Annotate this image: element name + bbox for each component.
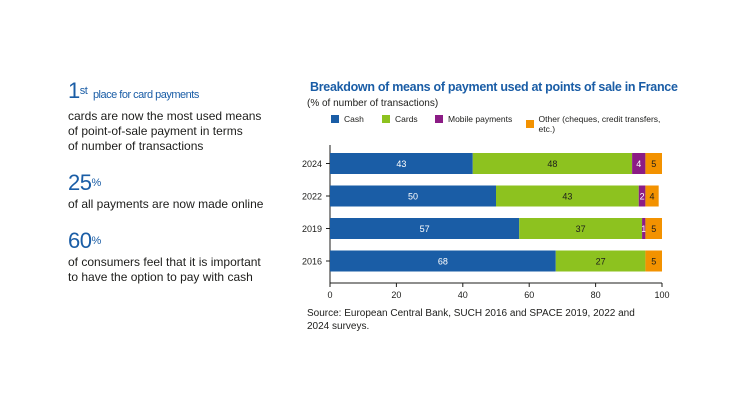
data-label: 1	[641, 224, 646, 234]
x-tick-label: 100	[654, 290, 669, 300]
bar-segment	[555, 250, 646, 272]
bar-segment	[519, 218, 643, 239]
stat-value: 60	[68, 228, 92, 253]
x-tick-label: 20	[391, 290, 401, 300]
stat-inline-text: place for card payments	[92, 89, 199, 101]
y-tick-label: 2022	[302, 192, 322, 202]
legend-label: Other (cheques, credit transfers, etc.)	[538, 114, 661, 134]
chart-legend: Cash Cards Mobile payments Other (cheque…	[331, 114, 671, 134]
legend-swatch	[382, 115, 390, 123]
bar-segment	[330, 218, 520, 239]
chart-subtitle: (% of number of transactions)	[307, 98, 439, 109]
data-label: 4	[650, 192, 655, 202]
legend-item-cards: Cards	[382, 114, 418, 124]
bar-segment	[645, 250, 662, 272]
x-tick-label: 80	[591, 290, 601, 300]
stat-description: of consumers feel that it is important t…	[68, 255, 261, 284]
stat-cash-option: 60% of consumers feel that it is importa…	[68, 230, 298, 285]
legend-item-other: Other (cheques, credit transfers, etc.)	[526, 114, 671, 134]
legend-label: Mobile payments	[448, 114, 513, 124]
data-label: 50	[408, 192, 418, 202]
data-label: 27	[596, 257, 606, 267]
bar-segment	[645, 153, 662, 174]
data-label: 43	[396, 159, 406, 169]
stat-sup: %	[91, 177, 101, 189]
bar-segment	[642, 218, 646, 239]
bar-segment	[496, 185, 639, 207]
bar-segment	[330, 153, 473, 174]
data-label: 37	[576, 224, 586, 234]
stat-online-payments: 25% of all payments are now made online	[68, 172, 298, 212]
data-label: 2	[640, 192, 645, 202]
legend-item-cash: Cash	[331, 114, 364, 124]
chart-title: Breakdown of means of payment used at po…	[310, 80, 678, 94]
data-label: 4	[636, 159, 641, 169]
bar-segment	[645, 218, 662, 239]
bar-segment	[638, 185, 646, 207]
stat-value: 25	[68, 170, 92, 195]
bar-segment	[632, 153, 646, 174]
bar-segment	[330, 185, 496, 207]
data-label: 43	[562, 192, 572, 202]
data-label: 5	[651, 257, 656, 267]
data-label: 68	[438, 257, 448, 267]
stat-card-payments: 1st place for card payments cards are no…	[68, 80, 298, 154]
legend-swatch	[526, 120, 534, 128]
stat-sup: %	[91, 235, 101, 247]
x-tick-label: 60	[524, 290, 534, 300]
y-tick-label: 2019	[302, 224, 322, 234]
stat-value: 1	[68, 78, 80, 103]
chart-source: Source: European Central Bank, SUCH 2016…	[307, 308, 635, 332]
bar-segment	[330, 250, 556, 272]
data-label: 48	[547, 159, 557, 169]
bar-segment	[645, 185, 659, 207]
y-tick-label: 2016	[302, 257, 322, 267]
data-label: 57	[420, 224, 430, 234]
legend-item-mobile: Mobile payments	[435, 114, 512, 124]
x-tick-label: 0	[327, 290, 332, 300]
data-label: 5	[651, 159, 656, 169]
y-tick-label: 2024	[302, 159, 322, 169]
data-label: 5	[651, 224, 656, 234]
stat-sup: st	[79, 85, 88, 97]
legend-label: Cards	[395, 114, 418, 124]
stat-description: cards are now the most used means of poi…	[68, 109, 262, 153]
legend-label: Cash	[344, 114, 364, 124]
key-figures: 1st place for card payments cards are no…	[68, 80, 298, 303]
bar-segment	[472, 153, 633, 174]
x-tick-label: 40	[458, 290, 468, 300]
stat-description: of all payments are now made online	[68, 197, 264, 211]
legend-swatch	[331, 115, 339, 123]
legend-swatch	[435, 115, 443, 123]
